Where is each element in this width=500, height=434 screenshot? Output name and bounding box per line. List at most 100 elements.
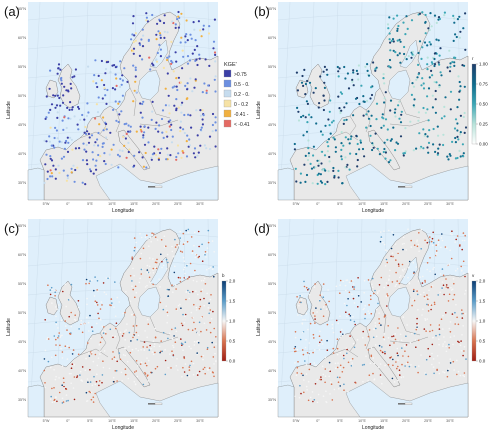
gauge-point (352, 69, 355, 72)
gauge-point (301, 294, 303, 297)
gauge-point (431, 363, 433, 366)
gauge-point (410, 56, 413, 59)
gauge-point (175, 288, 177, 290)
gauge-point (202, 24, 205, 27)
gauge-point (299, 338, 302, 341)
gauge-point (435, 254, 438, 256)
gauge-point (433, 266, 435, 269)
gauge-point (431, 343, 434, 346)
gauge-point (155, 121, 158, 124)
gauge-point (131, 22, 135, 25)
gauge-point (191, 90, 194, 93)
gauge-point (47, 336, 49, 339)
gauge-point (429, 324, 432, 326)
gauge-point (159, 48, 162, 51)
panel-label: (a) (4, 4, 20, 19)
gauge-point (321, 343, 324, 345)
gauge-point (74, 168, 77, 172)
gauge-point (92, 172, 95, 175)
gauge-point (54, 168, 57, 171)
gauge-point (182, 151, 185, 154)
gauge-point (66, 329, 68, 331)
gauge-point (324, 381, 326, 384)
gauge-point (364, 317, 366, 320)
gauge-point (425, 358, 428, 361)
gauge-point (374, 344, 377, 346)
gauge-point (339, 331, 342, 333)
gauge-point (186, 241, 189, 243)
gauge-point (51, 387, 53, 390)
gauge-point (196, 332, 199, 334)
gauge-point (154, 367, 157, 370)
gauge-point (307, 147, 310, 150)
gauge-point (186, 88, 189, 91)
gauge-point (176, 358, 178, 360)
gauge-point (132, 40, 135, 44)
gauge-point (381, 116, 384, 119)
gauge-point (405, 362, 408, 365)
gauge-point (370, 298, 372, 301)
gauge-point (339, 351, 341, 354)
gauge-point (179, 130, 182, 133)
map-frame (27, 1, 219, 201)
gauge-point (448, 70, 452, 73)
gauge-point (88, 330, 90, 332)
gauge-point (213, 275, 215, 278)
gauge-point (188, 292, 190, 294)
gauge-point (441, 287, 443, 289)
gauge-point (428, 41, 431, 44)
gauge-point (461, 309, 463, 311)
gauge-point (132, 267, 134, 270)
gauge-point (451, 234, 453, 236)
gauge-point (347, 361, 350, 364)
gauge-point (424, 20, 427, 24)
gauge-point (316, 311, 318, 313)
gauge-point (206, 292, 208, 295)
gauge-point (296, 296, 298, 298)
gauge-point (405, 344, 408, 346)
gauge-point (327, 118, 330, 121)
gauge-point (115, 119, 118, 122)
colorbar-tick-label: 1.0 (229, 319, 236, 324)
gauge-point (98, 384, 100, 387)
gauge-point (185, 97, 188, 101)
gauge-point (391, 335, 393, 338)
gauge-point (295, 374, 298, 376)
gauge-point (67, 117, 70, 120)
gauge-point (353, 320, 356, 323)
gauge-point (378, 312, 380, 314)
gauge-point (133, 314, 135, 316)
gauge-point (303, 379, 305, 381)
gauge-point (58, 96, 61, 100)
gauge-point (166, 31, 169, 34)
gauge-point (404, 127, 407, 130)
gauge-point (79, 374, 81, 376)
gauge-point (208, 312, 210, 315)
gauge-point (96, 364, 99, 367)
gauge-point (365, 355, 367, 357)
gauge-point (348, 291, 351, 294)
gauge-point (69, 298, 71, 300)
lon-tick-label: 5°E (337, 419, 343, 423)
gauge-point (439, 291, 441, 294)
gauge-point (198, 57, 201, 60)
colorbar-tick-label: 0.75 (479, 82, 488, 87)
gauge-point (305, 286, 308, 289)
gauge-point (55, 375, 57, 378)
gauge-point (387, 161, 391, 164)
lon-tick-label: 0° (316, 419, 320, 423)
gauge-point (402, 154, 405, 157)
gauge-point (183, 242, 186, 244)
lat-tick-label: 65°N (268, 7, 276, 11)
gauge-point (399, 121, 403, 124)
gauge-point (193, 344, 196, 346)
gauge-point (301, 322, 303, 324)
gauge-point (424, 372, 426, 374)
gauge-point (170, 367, 172, 369)
gauge-point (440, 318, 443, 320)
gauge-point (164, 104, 167, 107)
gauge-point (87, 111, 90, 114)
gauge-point (383, 141, 386, 144)
gauge-point (73, 115, 76, 118)
gauge-point (417, 119, 420, 122)
